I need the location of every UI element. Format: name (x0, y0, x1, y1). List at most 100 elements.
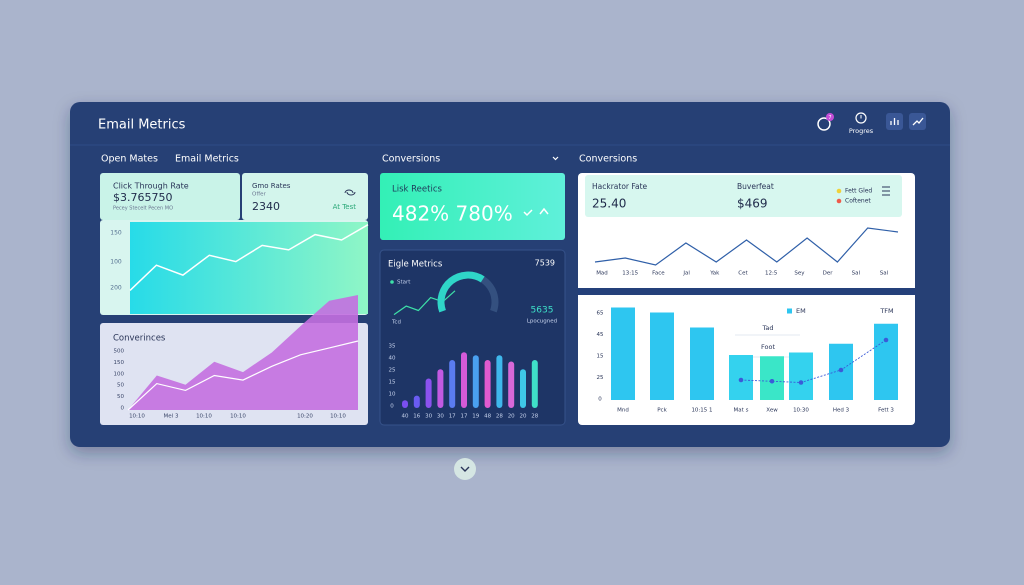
bar-label: Foot (761, 343, 775, 351)
y-label: 500 (114, 349, 125, 355)
x-label: Der (823, 271, 834, 277)
x-label: Sal (852, 271, 861, 277)
bar (461, 352, 467, 408)
rate-value: 2340 (252, 200, 280, 213)
x-label: 17 (449, 414, 456, 420)
conversions-area (128, 295, 358, 410)
legend-swatch (787, 308, 792, 314)
y-label: 25 (389, 368, 396, 374)
y-label: 50 (117, 394, 124, 400)
trend-line (594, 227, 899, 266)
bar (508, 361, 515, 408)
x-label: 28 (496, 414, 503, 420)
x-label: Sal (880, 271, 889, 277)
y-label: 25 (597, 375, 604, 381)
progress-label: Progres (849, 127, 874, 135)
stat-label: Buverfeat (737, 182, 774, 191)
x-label: 40 (402, 414, 409, 420)
bar (789, 352, 813, 400)
x-label: 28 (531, 414, 538, 420)
conversions-title: Converinces (113, 334, 166, 344)
engage-total: 7539 (535, 259, 555, 268)
y-label: 15 (597, 354, 604, 360)
bar (496, 355, 503, 408)
engage-axis-note: Tcd (391, 320, 401, 326)
conv-divider (578, 288, 915, 295)
engage-title: Eigle Metrics (388, 260, 443, 270)
badge-count: 7 (828, 115, 831, 121)
bar (413, 395, 420, 408)
x-label: 10:10 (196, 414, 212, 420)
tab[interactable]: Open Mates (101, 154, 158, 165)
bar (611, 307, 635, 400)
scroll-chevron (460, 466, 470, 472)
stat-value: $469 (737, 197, 768, 211)
x-label: 10:10 (230, 414, 246, 420)
legend-dot (836, 198, 842, 204)
legend-label: Coftenet (845, 198, 871, 205)
tab[interactable]: Conversions (382, 154, 440, 165)
y-label: 100 (110, 259, 122, 266)
header-title: Email Metrics (98, 118, 186, 133)
line-point (738, 377, 744, 383)
stat-label: Hackrator Fate (592, 182, 648, 191)
link-card (380, 173, 565, 240)
x-label: Sey (794, 271, 805, 277)
line-point (798, 380, 804, 385)
settings-button-icon (912, 117, 924, 126)
tab[interactable]: Conversions (579, 154, 637, 165)
link-icons (523, 207, 549, 217)
ctr-title: Click Through Rate (113, 182, 189, 191)
sparkline (393, 290, 456, 316)
badge (826, 113, 834, 121)
bar (425, 378, 432, 408)
x-label: Hed 3 (833, 408, 850, 414)
x-label: Mad (596, 271, 608, 277)
y-label: 50 (117, 383, 124, 389)
y-label: 40 (389, 356, 396, 362)
progress-icon[interactable] (855, 112, 867, 124)
x-label: Yak (709, 271, 720, 277)
x-label: Xew (766, 408, 778, 414)
line-point (838, 367, 844, 373)
x-label: 12:5 (765, 271, 778, 277)
bar (729, 355, 753, 400)
legend-label: Fett Gled (845, 188, 872, 195)
rate-subtitle: Offer (252, 192, 267, 198)
x-label: Cet (738, 271, 748, 277)
x-label: 30 (425, 414, 432, 420)
y-label: 0 (390, 404, 394, 410)
x-label: Fett 3 (878, 408, 894, 414)
rate-title: Gmo Rates (252, 182, 291, 190)
y-label: 35 (389, 344, 396, 350)
x-label: 20 (508, 414, 515, 420)
notify-icon[interactable] (817, 117, 831, 131)
y-label: 45 (597, 332, 604, 338)
y-label: 10 (389, 392, 396, 398)
scroll-button[interactable] (454, 458, 476, 480)
bar (449, 359, 456, 408)
y-label: 65 (597, 311, 604, 317)
tab-chevron[interactable] (552, 156, 559, 161)
x-label: 48 (484, 414, 491, 420)
x-label: 10:10 (330, 414, 346, 420)
link-value: 482% 780% (392, 202, 513, 226)
x-label: Mnd (617, 408, 629, 414)
conv-stats (585, 175, 902, 217)
x-label: 19 (472, 414, 479, 420)
bar (520, 369, 526, 408)
bar (650, 312, 674, 400)
bar (874, 323, 898, 400)
rate-card (242, 173, 368, 220)
gauge-value (437, 271, 485, 313)
bar (690, 327, 714, 400)
x-label: 10:20 (297, 414, 313, 420)
x-label: Pck (657, 408, 667, 414)
menu-icon[interactable] (882, 186, 890, 196)
conversions-line (127, 340, 359, 411)
x-label: Mat s (734, 408, 749, 414)
tab[interactable]: Email Metrics (175, 154, 239, 165)
ctr-card (100, 173, 240, 220)
